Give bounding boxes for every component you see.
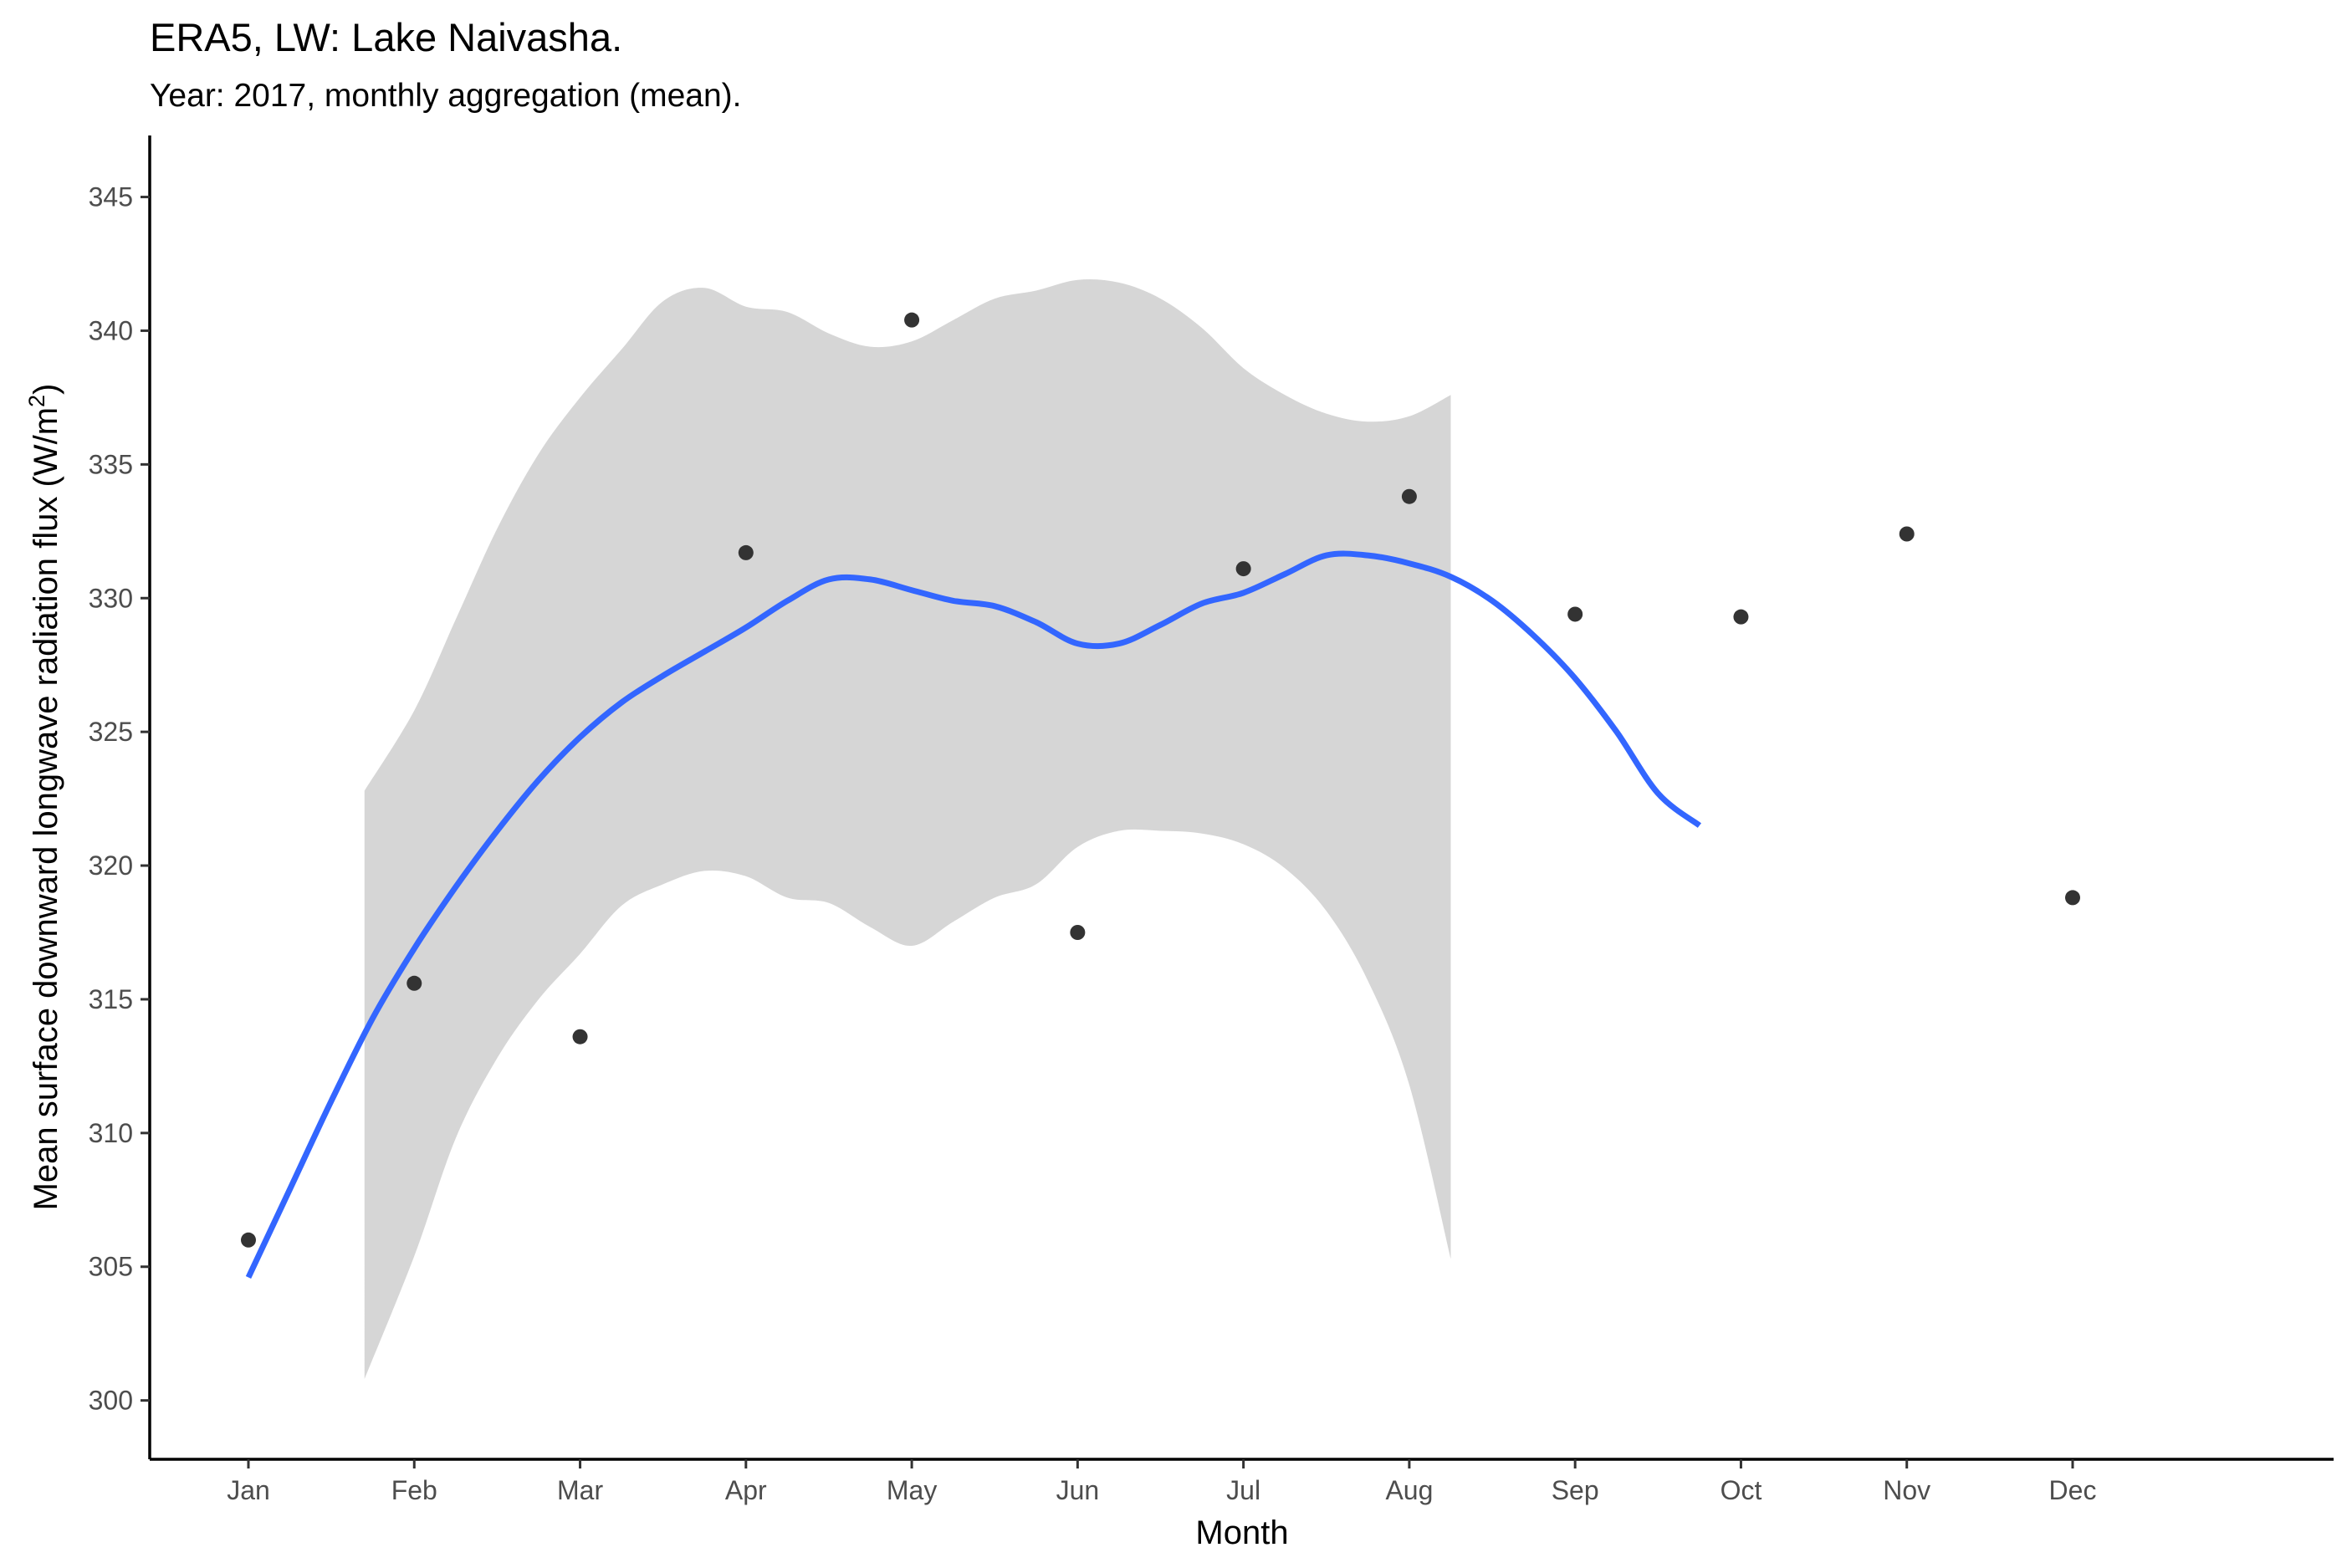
y-tick-label: 305 bbox=[89, 1252, 133, 1282]
data-point-feb bbox=[406, 975, 422, 991]
data-point-nov bbox=[1899, 526, 1915, 542]
confidence-band bbox=[364, 278, 1451, 1380]
y-axis: 300 305 310 315 320 325 330 335 340 345 bbox=[89, 135, 151, 1459]
y-axis-title-superscript: 2 bbox=[24, 395, 49, 407]
y-axis-title: Mean surface downward longwave radiation… bbox=[24, 384, 64, 1211]
data-point-jan bbox=[241, 1232, 256, 1248]
x-tick-label: Apr bbox=[725, 1475, 767, 1505]
x-axis-title: Month bbox=[1195, 1514, 1288, 1551]
y-tick-label: 345 bbox=[89, 182, 133, 212]
data-point-mar bbox=[572, 1029, 588, 1044]
x-tick-label: Aug bbox=[1385, 1475, 1433, 1505]
x-tick-label: May bbox=[887, 1475, 937, 1505]
y-axis-title-suffix: ) bbox=[28, 384, 64, 395]
data-point-jul bbox=[1235, 561, 1251, 577]
x-tick-label: Sep bbox=[1552, 1475, 1599, 1505]
x-tick-label: Jun bbox=[1056, 1475, 1100, 1505]
y-tick-label: 315 bbox=[89, 984, 133, 1014]
data-point-jun bbox=[1070, 924, 1086, 940]
y-ticks: 300 305 310 315 320 325 330 335 340 345 bbox=[89, 182, 150, 1416]
y-tick-label: 300 bbox=[89, 1386, 133, 1416]
y-tick-label: 325 bbox=[89, 717, 133, 747]
y-tick-label: 310 bbox=[89, 1118, 133, 1148]
x-axis: Jan Feb Mar Apr May Jun Jul Aug Sep Oct Nov Dec bbox=[150, 1458, 2334, 1505]
x-tick-label: Jan bbox=[227, 1475, 270, 1505]
y-tick-label: 340 bbox=[89, 315, 133, 345]
smooth-trend-line bbox=[245, 550, 1702, 1279]
y-tick-label: 330 bbox=[89, 583, 133, 613]
y-tick-label: 335 bbox=[89, 449, 133, 479]
data-point-may bbox=[904, 312, 920, 328]
plot-area bbox=[241, 278, 2080, 1380]
x-tick-label: Dec bbox=[2049, 1475, 2097, 1505]
x-tick-label: Nov bbox=[1883, 1475, 1930, 1505]
x-ticks: Jan Feb Mar Apr May Jun Jul Aug Sep Oct Nov Dec bbox=[227, 1459, 2096, 1505]
x-tick-label: Oct bbox=[1721, 1475, 1762, 1505]
data-point-aug bbox=[1401, 488, 1417, 504]
chart-title: ERA5, LW: Lake Naivasha. bbox=[150, 15, 622, 59]
data-points bbox=[241, 312, 2080, 1248]
x-tick-label: Jul bbox=[1226, 1475, 1260, 1505]
y-axis-title-main: Mean surface downward longwave radiation… bbox=[28, 407, 64, 1210]
x-tick-label: Feb bbox=[391, 1475, 437, 1505]
data-point-sep bbox=[1567, 606, 1583, 622]
data-point-oct bbox=[1733, 609, 1749, 625]
chart-subtitle: Year: 2017, monthly aggregation (mean). bbox=[150, 78, 742, 114]
x-tick-label: Mar bbox=[557, 1475, 603, 1505]
y-tick-label: 320 bbox=[89, 850, 133, 881]
data-point-apr bbox=[738, 544, 754, 560]
data-point-dec bbox=[2065, 890, 2080, 906]
